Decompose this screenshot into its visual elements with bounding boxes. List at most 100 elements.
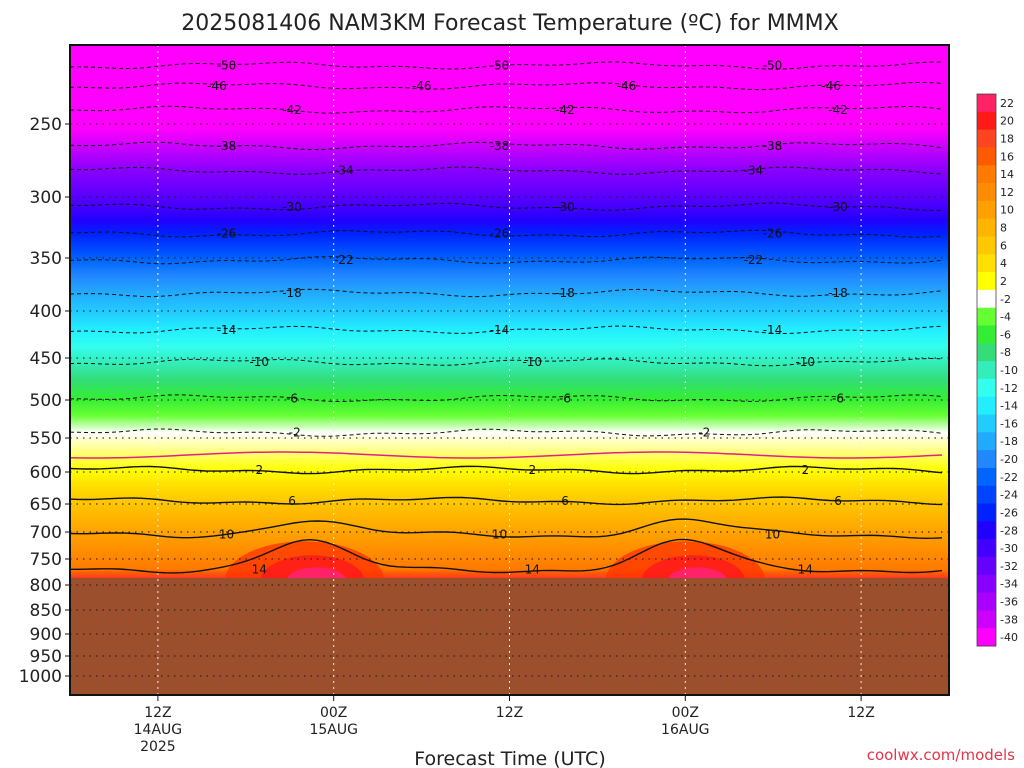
x-axis-label: Forecast Time (UTC) [414,748,605,768]
contour-label: -14 [763,323,783,337]
contour-line [70,229,943,238]
contour-line [70,61,942,70]
contour-line [70,256,943,265]
colorbar-swatch [977,289,996,309]
contour-label: 6 [834,494,842,508]
grid-layer [70,45,949,695]
colorbar-label: -36 [1000,595,1018,608]
y-tick-label: 950 [30,647,62,667]
colorbar-label: -22 [1000,471,1018,484]
colorbar-label: -40 [1000,631,1018,644]
terrain-below-surface [70,578,949,695]
contour-label: -26 [763,227,783,241]
contour-label: -50 [763,59,783,73]
colorbar-swatch [977,94,996,113]
colorbar-label: 2 [1000,275,1007,288]
contour-label: -34 [744,164,764,178]
colorbar-swatch [977,200,996,220]
x-tick-label: 2025 [140,739,176,755]
contour-label: 6 [288,494,296,508]
colorbar-swatch [977,183,996,202]
y-tick-label: 550 [30,429,62,449]
contour-label: -30 [828,200,848,214]
y-tick-label: 750 [30,550,62,570]
colorbar-label: -16 [1000,417,1018,430]
colorbar-swatch [977,361,996,380]
contour-line [70,518,943,540]
contour-label: 6 [561,494,569,508]
y-tick-label: 900 [30,625,62,645]
contour-line [70,496,943,506]
contour-label: -2 [698,426,710,440]
contour-label: -14 [217,323,237,337]
credit-text: coolwx.com/models [867,746,1015,764]
contour-line [70,141,943,151]
contour-line [70,325,943,335]
colorbar-label: -20 [1000,453,1018,466]
colorbar-swatch [977,254,996,273]
colorbar-swatch [977,432,996,451]
contour-label: -46 [412,79,432,93]
contour-label: -18 [555,286,575,300]
contour-line [70,538,943,574]
contour-line [70,202,943,212]
contour-label: -42 [282,103,302,117]
contour-label: -46 [821,79,841,93]
contour-line [70,288,943,298]
colorbar-swatch [977,129,996,148]
colorbar-swatch [977,592,996,611]
y-tick-label: 350 [30,249,62,269]
contour-label: -38 [763,139,783,153]
contour-line [70,357,943,367]
contour-line [70,82,943,91]
freezing-level-line [70,451,943,459]
y-tick-label: 400 [30,302,62,322]
colorbar-swatch [977,343,996,362]
colorbar-label: -38 [1000,613,1018,626]
contour-label: -38 [217,139,237,153]
y-tick-label: 1000 [19,667,62,687]
contour-label: -14 [490,323,510,337]
colorbar-swatch [977,396,996,416]
colorbar-swatch [977,539,996,558]
contour-label: -2 [289,426,301,440]
y-tick-label: 450 [30,349,62,369]
colorbar-swatch [977,147,996,166]
colorbar-label: -18 [1000,435,1018,448]
x-tick-label: 00Z [320,705,347,721]
contour-line [70,394,943,402]
colorbar-label: -30 [1000,542,1018,555]
colorbar-label: -26 [1000,506,1018,519]
contour-label: -18 [828,286,848,300]
contour-label: 2 [801,463,809,477]
colorbar-swatch [977,272,996,291]
colorbar-label: -2 [1000,293,1011,306]
contour-label: -30 [555,200,575,214]
contour-label: -42 [828,103,848,117]
contour-label: -6 [559,391,571,405]
contour-line [70,166,943,175]
x-tick-label: 12Z [847,705,874,721]
contour-label: -50 [490,59,510,73]
colorbar-swatch [977,236,996,255]
x-tick-label: 12Z [496,705,523,721]
colorbar-label: 4 [1000,257,1007,270]
colorbar-label: 16 [1000,150,1014,163]
contour-label: -26 [490,227,510,241]
x-tick-label: 00Z [672,705,699,721]
colorbar-label: -24 [1000,489,1018,502]
contour-label: -10 [795,355,815,369]
contour-label: -18 [282,286,302,300]
colorbar-label: 6 [1000,239,1007,252]
x-tick-label: 16AUG [661,722,710,738]
x-tick-label: 14AUG [134,722,183,738]
contour-label: -38 [490,139,510,153]
y-axis: 250 300 350 400 450 500 550 600 650 700 750 800 850 9… [19,115,70,687]
contour-label: 2 [255,463,263,477]
colorbar-label: 14 [1000,168,1014,181]
contour-label: -6 [286,391,298,405]
colorbar-swatch [977,218,996,237]
colorbar-label: -8 [1000,346,1011,359]
